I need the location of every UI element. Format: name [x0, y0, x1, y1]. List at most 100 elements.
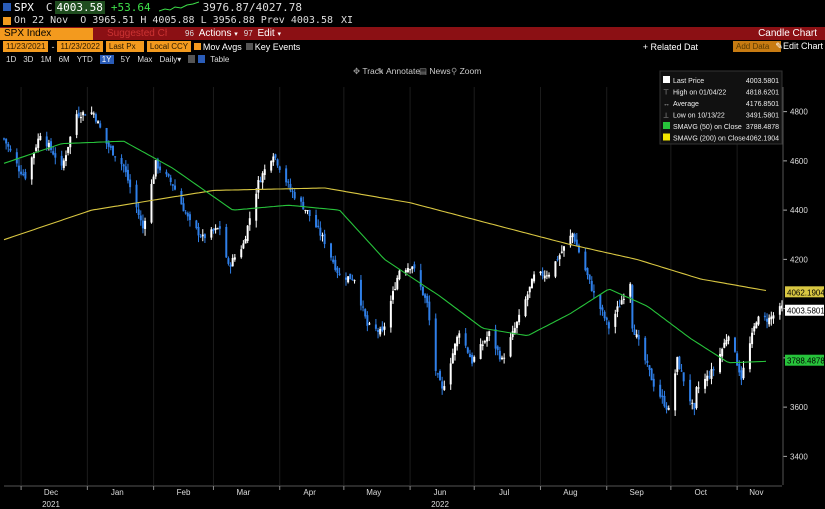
actions-menu[interactable]: 96 Actions ▾	[185, 28, 238, 39]
key-events-checkbox[interactable]	[245, 43, 253, 50]
news-tool[interactable]: ▤ News	[419, 66, 451, 76]
candle	[381, 321, 384, 333]
zoom-tool[interactable]: ⚲ Zoom	[451, 66, 481, 76]
candle	[693, 402, 696, 416]
candle	[466, 346, 469, 354]
period-1m-button[interactable]: 1M	[40, 54, 52, 64]
period-ytd-button[interactable]: YTD	[76, 54, 93, 64]
candle	[428, 295, 431, 326]
sma50-tag: 3788.4878	[785, 354, 825, 366]
candle	[332, 255, 335, 264]
legend-box	[659, 70, 783, 145]
candle	[22, 169, 25, 177]
end-date-field[interactable]: 11/23/2022	[57, 41, 103, 52]
actions-number: 96	[185, 29, 194, 38]
candle	[90, 106, 93, 115]
suggested-charts-button[interactable]: Suggested Charts	[107, 28, 167, 39]
candle	[763, 312, 766, 321]
candle	[646, 354, 649, 367]
candle	[464, 328, 467, 349]
candle	[154, 159, 157, 180]
table-button[interactable]: Table	[210, 54, 230, 64]
period-6m-button[interactable]: 6M	[58, 54, 70, 64]
candle	[488, 330, 491, 342]
candle	[633, 324, 636, 336]
svg-text:4003.5801: 4003.5801	[746, 78, 779, 85]
candle	[530, 278, 533, 289]
annotate-tool[interactable]: ✎ Annotate	[377, 66, 420, 76]
frequency-select[interactable]: Daily▾	[159, 55, 181, 64]
low-price: L 3956.88	[200, 15, 255, 26]
svg-text:3491.5801: 3491.5801	[746, 113, 779, 120]
mov-avgs-label[interactable]: Mov Avgs	[202, 41, 242, 52]
ticker[interactable]: SPX	[14, 0, 34, 14]
chart-toolbar: ✥ Track ✎ Annotate ▤ News ⚲ Zoom	[353, 66, 481, 76]
candle	[246, 225, 249, 244]
x-tick-label: Dec	[44, 488, 58, 497]
candle	[710, 362, 713, 385]
related-data-button[interactable]: + Related Dat	[642, 41, 698, 52]
candle	[778, 302, 781, 320]
svg-text:⊤: ⊤	[663, 90, 669, 97]
period-5y-button[interactable]: 5Y	[120, 54, 131, 64]
currency-select[interactable]: Local CCY	[146, 41, 191, 52]
candle	[706, 370, 709, 387]
mov-avgs-checkbox[interactable]	[193, 43, 201, 50]
period-max-button[interactable]: Max	[137, 54, 153, 64]
candle	[344, 272, 347, 286]
candle	[588, 274, 591, 284]
candle	[182, 197, 185, 212]
svg-text:SMAVG (50) on Close: SMAVG (50) on Close	[673, 124, 742, 131]
quote-date: On 22 Nov	[14, 15, 69, 26]
candle	[545, 270, 548, 280]
candle	[503, 353, 506, 364]
period-3d-button[interactable]: 3D	[23, 54, 34, 64]
candle	[383, 322, 386, 336]
candle	[496, 345, 499, 356]
start-date-field[interactable]: 11/23/2021	[3, 41, 49, 52]
x-tick-label: Jul	[499, 488, 509, 497]
candle	[524, 296, 527, 318]
key-events-label[interactable]: Key Events	[254, 41, 301, 52]
candle	[558, 253, 561, 266]
candle	[426, 293, 429, 308]
candle	[274, 153, 277, 161]
candle	[353, 279, 356, 284]
candle	[171, 183, 174, 191]
candle	[9, 145, 12, 153]
candle	[94, 112, 97, 124]
candle	[79, 112, 82, 123]
candle	[20, 165, 23, 176]
axes: 340036003800400042004400460048004062.190…	[4, 87, 825, 509]
x-tick-label: Apr	[303, 488, 316, 497]
period-1d-button[interactable]: 1D	[6, 54, 17, 64]
candle	[35, 144, 38, 153]
edit-menu[interactable]: 97 Edit ▾	[244, 28, 281, 39]
period-1y-button[interactable]: 1Y	[99, 54, 114, 64]
candle	[359, 274, 362, 311]
candle	[562, 245, 565, 257]
legend-row: Last Price 4003.5801	[663, 76, 779, 85]
y-tick-label: 4200	[790, 255, 808, 264]
track-tool[interactable]: ✥ Track	[353, 66, 384, 76]
candle	[682, 372, 685, 387]
candle	[571, 232, 574, 244]
price-chart[interactable]: ✥ Track ✎ Annotate ▤ News ⚲ Zoom 3400 360…	[0, 65, 825, 509]
edit-number: 97	[243, 29, 253, 38]
candle	[67, 146, 70, 156]
candle	[434, 313, 437, 376]
candle	[515, 321, 518, 334]
candle-style-icon[interactable]	[198, 55, 206, 63]
last-price-tag: 4003.5801	[785, 304, 825, 316]
edit-chart-button[interactable]: ✎Edit Chart	[775, 41, 823, 52]
candle	[691, 399, 694, 410]
add-data-field[interactable]: Add Data	[733, 41, 781, 52]
security-field[interactable]: SPX Index	[0, 27, 93, 40]
x-tick-label: Jan	[111, 488, 124, 497]
svg-text:3788.4878: 3788.4878	[746, 124, 779, 131]
candle	[129, 174, 132, 194]
chart-style-icon[interactable]	[188, 55, 196, 63]
candle	[124, 160, 127, 177]
svg-text:Low on 10/13/22: Low on 10/13/22	[673, 113, 725, 120]
price-field-select[interactable]: Last Px	[105, 41, 144, 52]
